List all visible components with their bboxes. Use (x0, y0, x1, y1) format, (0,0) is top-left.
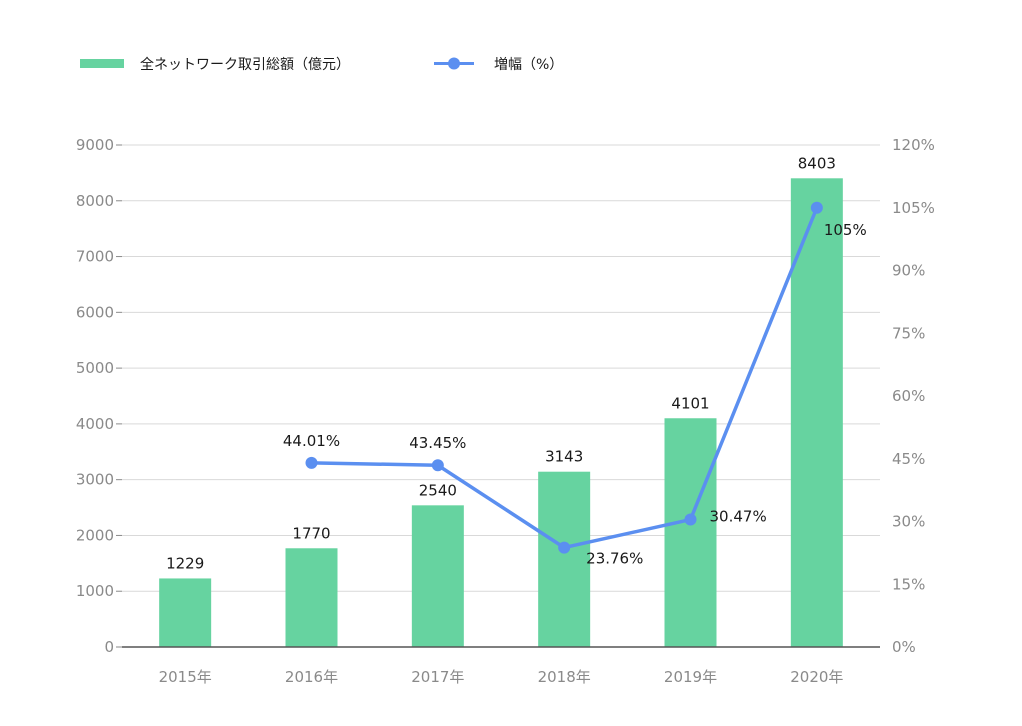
line-point (684, 513, 697, 526)
line-value-label: 30.47% (710, 508, 767, 526)
line-value-label: 44.01% (283, 432, 340, 450)
x-tick-label: 2015年 (159, 668, 212, 686)
bar (159, 578, 212, 647)
y-right-tick-label: 60% (892, 387, 925, 405)
bar-value-label: 1229 (166, 554, 204, 572)
grid-lines (122, 144, 880, 592)
bar (790, 178, 843, 648)
bar (538, 471, 591, 647)
x-tick-label: 2017年 (411, 668, 464, 686)
legend-item-bar[interactable]: 全ネットワーク取引総額（億元） (80, 56, 350, 73)
y-left-tick-label: 9000 (76, 136, 114, 154)
y-right-tick-label: 30% (892, 513, 925, 531)
y-right-tick-label: 90% (892, 262, 925, 280)
y-right-tick-label: 45% (892, 450, 925, 468)
line-point (305, 456, 318, 469)
y-left-tick-label: 6000 (76, 303, 114, 321)
y-left-tick-label: 2000 (76, 526, 114, 544)
y-left-tick-label: 0 (104, 638, 114, 656)
y-left-tick-label: 4000 (76, 415, 114, 433)
x-tick-label: 2016年 (285, 668, 338, 686)
legend-bar-swatch (80, 59, 124, 68)
y-left-tick-label: 8000 (76, 192, 114, 210)
legend-bar-label: 全ネットワーク取引総額（億元） (140, 56, 350, 73)
x-tick-label: 2020年 (790, 668, 843, 686)
line-point (558, 541, 571, 554)
bar-value-label: 8403 (798, 154, 836, 172)
y-left-tick-label: 5000 (76, 359, 114, 377)
bar-value-label: 4101 (671, 394, 709, 412)
legend-line-marker (448, 57, 460, 70)
y-left-tick-label: 1000 (76, 582, 114, 600)
axes: 0 1000 2000 3000 4000 5000 6000 7000 8000 9000 0% 1… (76, 136, 935, 686)
bar-series (159, 178, 843, 648)
bar-value-label: 3143 (545, 448, 583, 466)
y-right-tick-label: 120% (892, 136, 935, 154)
bar (664, 418, 717, 647)
line-series (305, 201, 823, 554)
legend-item-line[interactable]: 増幅（%） (434, 57, 563, 73)
data-labels: 1229 1770 2540 3143 4101 8403 44.01% 43.45% 23.7… (166, 154, 867, 572)
bar-value-label: 1770 (292, 524, 330, 542)
bar (285, 548, 338, 647)
y-right-tick-label: 105% (892, 199, 935, 217)
x-tick-label: 2018年 (538, 668, 591, 686)
line-point (431, 459, 444, 472)
legend-line-label: 増幅（%） (494, 57, 563, 73)
legend: 全ネットワーク取引総額（億元） 増幅（%） (80, 56, 563, 73)
y-left-tick-label: 3000 (76, 471, 114, 489)
x-tick-label: 2019年 (664, 668, 717, 686)
y-right-tick-label: 0% (892, 638, 916, 656)
bar (411, 505, 464, 647)
y-right-tick-label: 75% (892, 324, 925, 342)
line-value-label: 43.45% (409, 434, 466, 452)
line-value-label: 23.76% (586, 550, 643, 568)
y-left-tick-label: 7000 (76, 248, 114, 266)
y-right-tick-label: 15% (892, 575, 925, 593)
bar-value-label: 2540 (419, 481, 457, 499)
line-point (810, 201, 823, 214)
line-value-label: 105% (824, 221, 867, 239)
